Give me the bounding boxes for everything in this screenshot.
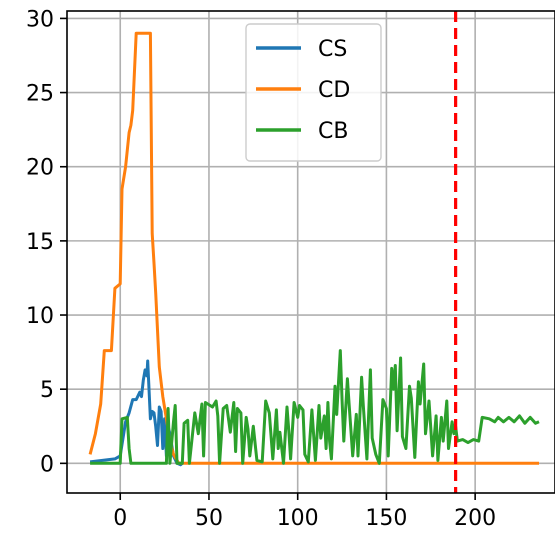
plot-frame — [66, 10, 555, 494]
x-tick-label-1: 50 — [195, 506, 223, 531]
legend-label-cd: CD — [318, 78, 350, 103]
axes: 0 50 100 150 200 0 5 10 15 20 25 30 — [26, 7, 555, 531]
series-line-cd — [88, 31, 539, 465]
legend-box — [245, 23, 382, 162]
series-lines — [88, 11, 540, 493]
x-tick-label-0: 0 — [113, 506, 127, 531]
y-tick-label-0: 0 — [40, 452, 54, 477]
x-tick-label-3: 150 — [365, 506, 407, 531]
x-tick-label-2: 100 — [277, 506, 319, 531]
y-tick-label-1: 5 — [40, 378, 54, 403]
y-tick-label-2: 10 — [26, 304, 54, 329]
y-tick-label-3: 15 — [26, 230, 54, 255]
series-line-cb — [90, 349, 540, 465]
legend: CS CD CB — [245, 23, 382, 162]
legend-label-cb: CB — [318, 119, 348, 144]
legend-label-cs: CS — [318, 37, 347, 62]
y-tick-label-4: 20 — [26, 156, 54, 181]
y-tick-label-6: 30 — [26, 7, 54, 32]
x-tick-label-4: 200 — [454, 506, 496, 531]
y-tick-label-5: 25 — [26, 82, 54, 107]
